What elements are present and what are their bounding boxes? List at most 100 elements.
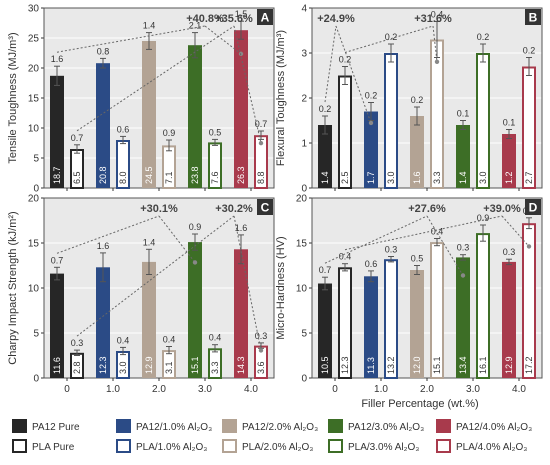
legend: PA12 Pure PA12/1.0% Al₂O₃ PA12/2.0% Al₂O₃ P… xyxy=(12,419,532,453)
error-label: 0.7 xyxy=(51,255,64,265)
error-label: 0.1 xyxy=(503,118,516,128)
legend-label: PA12/1.0% Al₂O₃ xyxy=(136,422,212,433)
error-label: 0.3 xyxy=(71,338,84,348)
bar-pa12 xyxy=(318,125,332,188)
annotation-line xyxy=(426,215,464,276)
value-label: 1.4 xyxy=(320,171,330,184)
annotation-line xyxy=(233,25,262,144)
x-tick-label: 2.0 xyxy=(420,384,434,395)
annotation-label: +39.0% xyxy=(483,203,521,215)
x-tick-label: 3.0 xyxy=(198,384,212,395)
x-tick-label: 4.0 xyxy=(512,384,526,395)
y-tick-label: 1 xyxy=(301,139,307,150)
annotation-line xyxy=(344,25,434,53)
value-label: 3.1 xyxy=(164,361,174,374)
error-label: 0.1 xyxy=(457,109,470,119)
error-label: 0.2 xyxy=(319,104,332,114)
y-tick-label: 0 xyxy=(301,184,307,195)
value-label: 2.8 xyxy=(72,361,82,374)
error-label: 0.4 xyxy=(163,335,176,345)
y-tick-label: 10 xyxy=(28,124,40,135)
legend-label: PLA Pure xyxy=(32,442,75,453)
y-tick-label: 30 xyxy=(28,4,40,15)
bar-pa12 xyxy=(188,242,202,378)
x-tick-label: 1.0 xyxy=(106,384,120,395)
bar-pa12 xyxy=(410,116,424,188)
annotation-point xyxy=(258,348,264,353)
panel-letter: B xyxy=(529,11,538,25)
value-label: 10.5 xyxy=(320,356,330,374)
panel-d: 0 5 10 15 20 Micro-Hardness (HV) 0 1.0 2.0 3.0 4.0… xyxy=(275,194,543,395)
value-label: 3.0 xyxy=(118,361,128,374)
legend-swatch-filled xyxy=(436,419,451,433)
value-label: 12.3 xyxy=(340,356,350,374)
bar-pla xyxy=(522,66,536,189)
value-label: 2.5 xyxy=(340,171,350,184)
error-label: 1.6 xyxy=(51,54,64,64)
error-label: 0.9 xyxy=(189,222,202,232)
value-label: 24.5 xyxy=(144,166,154,184)
value-label: 1.4 xyxy=(458,171,468,184)
value-label: 26.3 xyxy=(236,166,246,184)
error-label: 0.7 xyxy=(71,133,84,143)
value-label: 3.3 xyxy=(432,171,442,184)
panel-letter: A xyxy=(261,11,270,25)
bar-pa12 xyxy=(96,63,110,189)
bar-pa12 xyxy=(456,125,470,188)
error-label: 0.2 xyxy=(339,55,352,65)
value-label: 15.1 xyxy=(190,356,200,374)
y-tick-label: 25 xyxy=(28,34,40,45)
legend-swatch-outlined xyxy=(222,439,237,453)
error-label: 0.4 xyxy=(431,10,444,20)
y-tick-label: 10 xyxy=(296,284,308,295)
annotation-line xyxy=(335,25,372,124)
legend-swatch-outlined xyxy=(116,439,131,453)
bar-pa12 xyxy=(234,249,248,378)
annotation-label: +30.2% xyxy=(215,203,253,215)
legend-label: PLA/2.0% Al₂O₃ xyxy=(242,442,313,453)
annotation-line xyxy=(76,25,235,132)
value-label: 3.6 xyxy=(256,361,266,374)
error-label: 1.5 xyxy=(235,9,248,19)
y-tick-label: 5 xyxy=(33,329,39,340)
legend-label: PA12/3.0% Al₂O₃ xyxy=(348,422,424,433)
y-axis-label: Flexural Toughness (MJ/m³) xyxy=(275,30,287,166)
x-tick-label: 1.0 xyxy=(374,384,388,395)
bar-pa12 xyxy=(142,261,156,378)
value-label: 14.3 xyxy=(236,356,246,374)
error-label: 0.2 xyxy=(523,46,536,56)
annotation-line xyxy=(204,25,242,55)
value-label: 12.3 xyxy=(98,356,108,374)
y-tick-label: 15 xyxy=(28,239,40,250)
annotation-point xyxy=(238,51,244,57)
bar-pa12 xyxy=(50,75,64,188)
bar-pa12 xyxy=(188,45,202,189)
annotation-point xyxy=(258,140,264,146)
legend-swatch-filled xyxy=(328,419,343,433)
y-tick-label: 5 xyxy=(33,154,39,165)
legend-swatch-filled xyxy=(116,419,131,433)
error-label: 1.6 xyxy=(235,223,248,233)
value-label: 23.8 xyxy=(190,166,200,184)
error-label: 0.8 xyxy=(97,46,110,56)
annotation-point xyxy=(192,260,198,265)
value-label: 1.7 xyxy=(366,171,376,184)
legend-label: PA12 Pure xyxy=(32,422,80,433)
panel-b: 0 1 2 3 4 Flexural Toughness (MJ/m³) 0.2 1.4 0.2… xyxy=(275,4,543,195)
x-tick-label: 3.0 xyxy=(466,384,480,395)
value-label: 20.8 xyxy=(98,166,108,184)
annotation-point xyxy=(434,59,440,64)
error-label: 1.4 xyxy=(143,237,156,247)
error-label: 0.2 xyxy=(477,32,490,42)
error-label: 0.4 xyxy=(431,227,444,237)
bar-pa12 xyxy=(502,134,516,188)
legend-label: PA12/2.0% Al₂O₃ xyxy=(242,422,318,433)
legend-label: PLA/4.0% Al₂O₃ xyxy=(456,442,527,453)
value-label: 17.2 xyxy=(524,356,534,374)
annotation-line xyxy=(158,215,196,263)
x-tick-label: 4.0 xyxy=(244,384,258,395)
value-label: 12.0 xyxy=(412,356,422,374)
y-tick-label: 20 xyxy=(296,194,308,205)
legend-label: PLA/1.0% Al₂O₃ xyxy=(136,442,207,453)
annotation-line xyxy=(56,25,206,53)
